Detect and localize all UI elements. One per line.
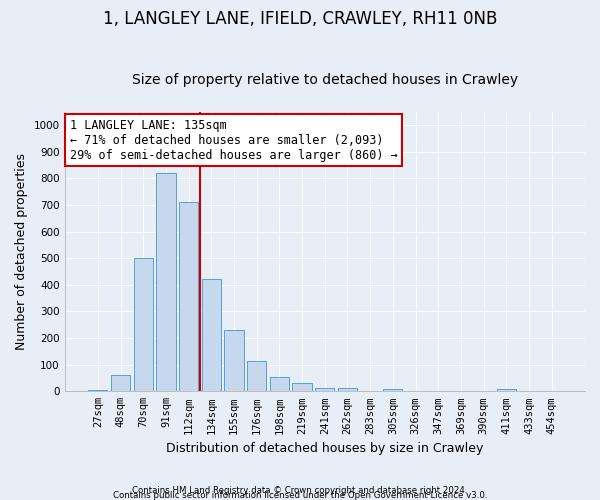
Bar xyxy=(383,388,403,392)
Bar xyxy=(179,202,198,392)
Title: Size of property relative to detached houses in Crawley: Size of property relative to detached ho… xyxy=(132,73,518,87)
Bar xyxy=(497,390,516,392)
Text: 1, LANGLEY LANE, IFIELD, CRAWLEY, RH11 0NB: 1, LANGLEY LANE, IFIELD, CRAWLEY, RH11 0… xyxy=(103,10,497,28)
Bar xyxy=(270,376,289,392)
Bar xyxy=(88,390,107,392)
Bar xyxy=(315,388,334,392)
Bar xyxy=(111,376,130,392)
Bar xyxy=(156,173,176,392)
Y-axis label: Number of detached properties: Number of detached properties xyxy=(15,153,28,350)
Text: Contains public sector information licensed under the Open Government Licence v3: Contains public sector information licen… xyxy=(113,490,487,500)
Bar xyxy=(247,360,266,392)
Bar xyxy=(338,388,357,392)
Bar xyxy=(134,258,153,392)
Text: Contains HM Land Registry data © Crown copyright and database right 2024.: Contains HM Land Registry data © Crown c… xyxy=(132,486,468,495)
X-axis label: Distribution of detached houses by size in Crawley: Distribution of detached houses by size … xyxy=(166,442,484,455)
Bar xyxy=(292,384,312,392)
Bar xyxy=(224,330,244,392)
Bar xyxy=(202,280,221,392)
Text: 1 LANGLEY LANE: 135sqm
← 71% of detached houses are smaller (2,093)
29% of semi-: 1 LANGLEY LANE: 135sqm ← 71% of detached… xyxy=(70,119,397,162)
